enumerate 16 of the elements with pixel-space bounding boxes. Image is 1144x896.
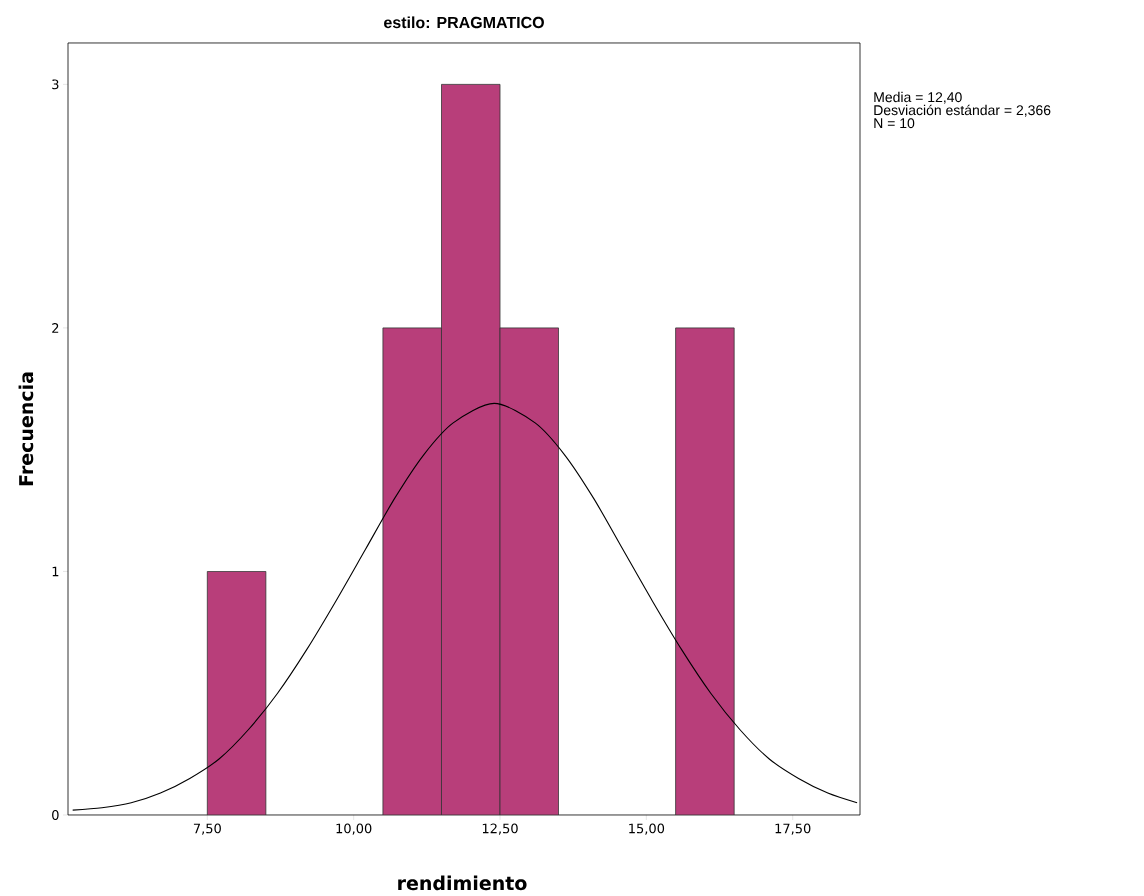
y-axis-title: Frecuencia (18, 372, 34, 486)
x-tick-label: 12,50 (482, 823, 518, 835)
y-tick-label: 2 (52, 323, 59, 333)
x-axis-title: rendimiento (398, 875, 527, 891)
line-series (72, 402, 858, 811)
x-tick-label: 17,50 (775, 823, 811, 835)
chart-title: estilo: PRAGMATICO (384, 16, 544, 29)
text: N = 10 (874, 118, 915, 129)
x-tick-label: 10,00 (336, 823, 372, 835)
text: Desviación estándar = 2,366 (874, 104, 1051, 117)
y-tick-label: 0 (52, 810, 59, 820)
x-tick-label: 15,00 (629, 823, 665, 835)
text: Media = 12,40 (874, 91, 962, 104)
x-tick-label: 7,50 (193, 823, 221, 835)
y-tick-label: 1 (52, 566, 59, 577)
y-tick-label: 3 (52, 79, 59, 90)
